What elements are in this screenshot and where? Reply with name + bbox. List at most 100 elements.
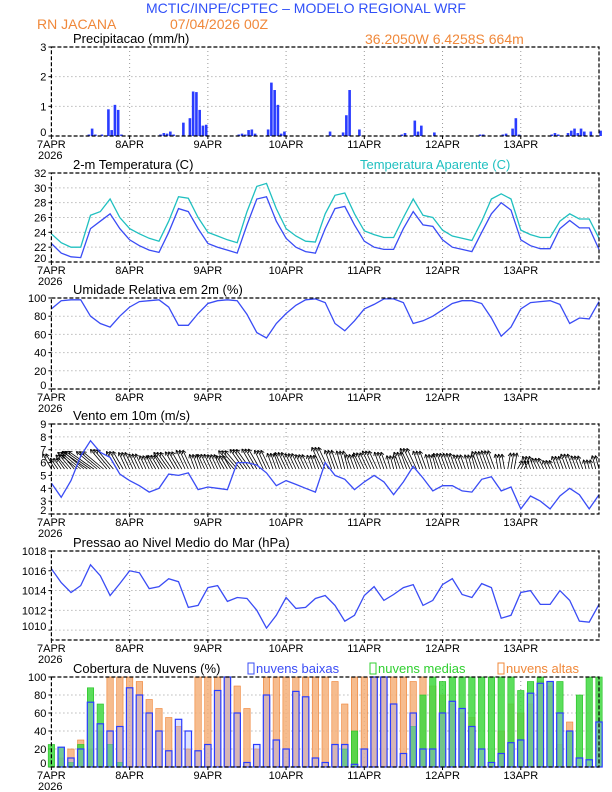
- wind-vector: [474, 451, 483, 470]
- low-cloud-bar: [184, 730, 193, 768]
- wind-arrowhead: [210, 454, 215, 459]
- wind-arrowhead: [573, 455, 578, 460]
- x-tick-label: 10APR: [269, 643, 304, 655]
- y-tick-label: 22: [34, 242, 46, 254]
- wind-vector: [90, 449, 108, 470]
- wind-vector: [428, 454, 434, 470]
- x-tick-label: 13APR: [503, 770, 538, 782]
- wind-vector: [594, 455, 600, 470]
- low-cloud-bar: [243, 761, 251, 768]
- precip-bar: [514, 118, 518, 136]
- low-cloud-bar: [458, 707, 466, 768]
- x-tick-label: 9APR: [193, 139, 222, 151]
- wind-arrowhead: [570, 455, 575, 460]
- precip-bar: [201, 125, 205, 136]
- low-cloud-bar: [67, 757, 75, 768]
- wind-arrowhead: [284, 453, 289, 458]
- wind-arrowhead: [42, 453, 47, 458]
- wind-arrowhead: [474, 451, 479, 456]
- plot-frame: [50, 172, 600, 263]
- wind-vector: [277, 452, 287, 470]
- plot-frame: [50, 676, 600, 768]
- wind-vector: [57, 451, 78, 470]
- wind-vector: [79, 451, 101, 470]
- wind-arrowhead: [294, 454, 300, 459]
- wind-vector: [224, 450, 241, 470]
- wind-arrowhead: [277, 452, 282, 457]
- x-tick-label: 12APR: [425, 517, 460, 529]
- low-cloud-bar: [233, 712, 241, 768]
- low-cloud-bar: [204, 743, 212, 768]
- wind-arrowhead: [418, 450, 423, 455]
- wind-arrowhead: [480, 450, 485, 455]
- low-cloud-bar: [556, 712, 564, 768]
- humidity-line: [50, 298, 600, 339]
- wind-vector: [164, 451, 176, 470]
- wind-arrowhead: [459, 454, 464, 459]
- wind-vector: [471, 451, 479, 470]
- wind-vector: [192, 454, 199, 470]
- y-tick-label: 2: [40, 72, 46, 84]
- wind-arrowhead: [435, 452, 441, 458]
- wind-vector: [124, 452, 134, 470]
- x-tick-label: 13APR: [503, 392, 538, 404]
- plot-frame: [50, 46, 600, 137]
- wind-vector: [56, 457, 65, 470]
- y-tick-label: 1016: [22, 566, 46, 578]
- wind-arrowhead: [266, 452, 271, 458]
- wind-vector: [456, 454, 463, 470]
- y-tick-label: 3: [40, 496, 46, 508]
- wind-arrowhead: [309, 454, 314, 460]
- wind-arrowhead: [159, 451, 165, 457]
- wind-vector: [168, 451, 179, 470]
- wind-vector: [295, 454, 303, 470]
- wind-arrowhead: [49, 457, 55, 463]
- y-tick-label: 1014: [22, 586, 46, 598]
- wind-arrowhead: [356, 452, 361, 457]
- y-tick-label: 5: [40, 470, 46, 482]
- wind-vector: [393, 451, 401, 470]
- wind-arrowhead: [269, 452, 274, 458]
- precip-bar: [283, 131, 286, 136]
- wind-vector: [389, 455, 395, 470]
- low-cloud-bar: [174, 718, 183, 768]
- low-cloud-bar: [292, 690, 300, 768]
- wind-arrowhead: [359, 452, 364, 457]
- wind-arrowhead: [393, 451, 398, 457]
- mid-cloud-bar: [585, 676, 593, 768]
- wind-vector: [288, 453, 297, 470]
- wind-vector: [481, 450, 489, 470]
- x-tick-label: 12APR: [425, 643, 460, 655]
- x-year-label: 2026: [38, 528, 62, 540]
- wind-vector: [442, 453, 450, 470]
- wind-arrowhead: [452, 454, 457, 459]
- low-cloud-bar: [516, 739, 525, 768]
- y-tick-label: 20: [34, 744, 46, 756]
- wind-vector: [309, 454, 316, 470]
- wind-arrowhead: [306, 454, 311, 460]
- precip-bar: [159, 134, 162, 136]
- wind-vector: [567, 453, 574, 470]
- wind-arrowhead: [241, 448, 246, 453]
- wind-vector: [531, 457, 538, 470]
- wind-arrowhead: [486, 450, 492, 455]
- wind-arrowhead: [253, 449, 258, 455]
- y-tick-label: 40: [34, 726, 46, 738]
- wind-vector: [135, 453, 144, 470]
- wind-arrowhead: [594, 455, 599, 460]
- precip-bar: [116, 109, 120, 136]
- wind-vector: [175, 449, 186, 470]
- y-tick-label: 0: [40, 758, 46, 770]
- y-tick-label: 1018: [22, 546, 46, 558]
- y-tick-label: 0: [40, 380, 46, 392]
- low-cloud-bar: [370, 676, 378, 768]
- wind-vector: [301, 454, 310, 470]
- precip-bar: [501, 134, 505, 136]
- wind-arrowhead: [448, 452, 454, 458]
- low-cloud-bar: [321, 761, 330, 768]
- wind-arrowhead: [576, 455, 582, 460]
- x-tick-label: 10APR: [269, 265, 304, 277]
- precip-bar: [266, 129, 270, 136]
- wind-vector: [65, 451, 91, 470]
